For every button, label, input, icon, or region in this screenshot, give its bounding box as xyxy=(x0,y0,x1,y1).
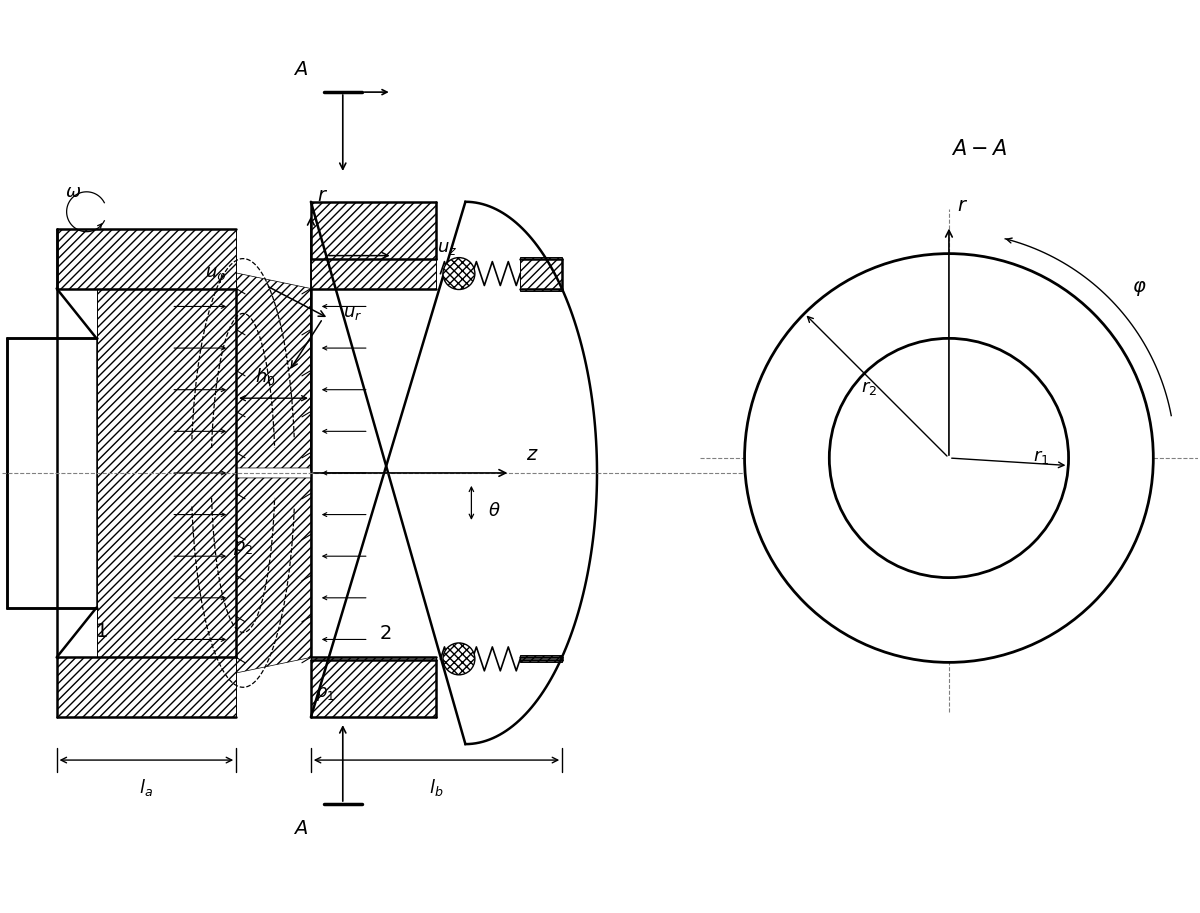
Text: $p_2$: $p_2$ xyxy=(233,539,253,557)
Text: $A$: $A$ xyxy=(293,61,308,79)
Text: $u_{\varphi}$: $u_{\varphi}$ xyxy=(205,266,227,286)
Text: $u_z$: $u_z$ xyxy=(437,238,457,257)
Text: $r_2$: $r_2$ xyxy=(860,379,877,397)
Text: $u_r$: $u_r$ xyxy=(343,304,362,322)
Text: $p_1$: $p_1$ xyxy=(317,686,335,703)
Text: $z$: $z$ xyxy=(526,446,539,464)
Circle shape xyxy=(443,643,475,675)
Bar xyxy=(311,258,436,289)
Text: $\theta$: $\theta$ xyxy=(488,502,500,519)
Circle shape xyxy=(829,339,1068,578)
Text: $2$: $2$ xyxy=(379,625,392,644)
Bar xyxy=(311,660,436,718)
Text: $l_a$: $l_a$ xyxy=(139,778,154,799)
Circle shape xyxy=(443,257,475,289)
Text: $\varphi$: $\varphi$ xyxy=(1133,278,1147,298)
Text: $r_1$: $r_1$ xyxy=(1033,448,1049,466)
Text: $A-A$: $A-A$ xyxy=(950,139,1007,159)
Text: $l_b$: $l_b$ xyxy=(430,778,444,799)
Bar xyxy=(7,339,96,607)
Bar xyxy=(56,657,236,718)
Circle shape xyxy=(744,254,1153,662)
Text: $\omega$: $\omega$ xyxy=(66,183,82,201)
Bar xyxy=(521,257,562,290)
Polygon shape xyxy=(191,264,311,468)
Polygon shape xyxy=(191,477,311,682)
Text: $r$: $r$ xyxy=(958,197,968,215)
Text: $A$: $A$ xyxy=(293,820,308,838)
Bar xyxy=(311,202,436,258)
Bar xyxy=(56,228,236,289)
Text: $h_0$: $h_0$ xyxy=(256,366,276,387)
Bar xyxy=(96,289,236,657)
Text: $1$: $1$ xyxy=(95,624,108,642)
Text: $r$: $r$ xyxy=(317,187,329,205)
Bar xyxy=(521,656,562,662)
Bar xyxy=(311,657,436,660)
